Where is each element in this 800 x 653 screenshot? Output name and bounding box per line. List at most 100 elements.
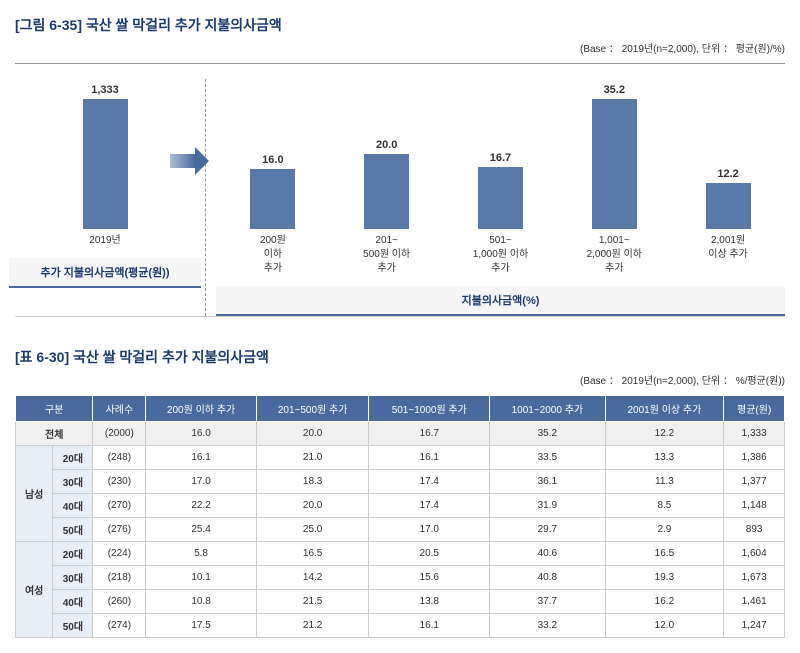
table-cell: 19.3 <box>605 566 724 590</box>
group-label: 여성 <box>16 542 53 638</box>
table-cell: 16.7 <box>369 422 490 446</box>
age-label: 20대 <box>53 542 93 566</box>
table-cell: 16.1 <box>369 446 490 470</box>
table-row: 30대(230)17.018.317.436.111.31,377 <box>16 470 785 494</box>
table-row: 전체(2000)16.020.016.735.212.21,333 <box>16 422 785 446</box>
table-row: 30대(218)10.114.215.640.819.31,673 <box>16 566 785 590</box>
table-header: 200원 이하 추가 <box>146 396 257 422</box>
table-cell: 1,247 <box>724 614 785 638</box>
age-label: 20대 <box>53 446 93 470</box>
table-cell: 16.2 <box>605 590 724 614</box>
table-cell: (270) <box>93 494 146 518</box>
table-cell: 17.4 <box>369 494 490 518</box>
table-body: 전체(2000)16.020.016.735.212.21,333남성20대(2… <box>16 422 785 638</box>
bar-value: 35.2 <box>604 84 625 96</box>
table-row: 50대(276)25.425.017.029.72.9893 <box>16 518 785 542</box>
bar <box>364 154 409 229</box>
table-cell: 1,148 <box>724 494 785 518</box>
bar-label: 200원이하추가 <box>228 234 318 276</box>
table-cell: 35.2 <box>490 422 605 446</box>
divider <box>205 79 206 316</box>
left-bar-value: 1,333 <box>91 84 119 96</box>
table-row: 50대(274)17.521.216.133.212.01,247 <box>16 614 785 638</box>
table-cell: 13.3 <box>605 446 724 470</box>
left-bar <box>83 99 128 229</box>
table-base-note: (Base ： 2019년(n=2,000), 단위 ： %/평균(원)) <box>15 372 785 387</box>
table-cell: 16.1 <box>369 614 490 638</box>
bar-label: 1,001~2,000원 이하추가 <box>569 234 659 276</box>
bar <box>592 99 637 229</box>
table-cell: 20.5 <box>369 542 490 566</box>
chart-right: 16.020.016.735.212.2 200원이하추가201~500원 이하… <box>216 79 785 316</box>
age-label: 30대 <box>53 470 93 494</box>
table-cell: 10.1 <box>146 566 257 590</box>
bar-value: 16.0 <box>262 154 283 166</box>
age-label: 30대 <box>53 566 93 590</box>
table-cell: 1,386 <box>724 446 785 470</box>
table-cell: 16.1 <box>146 446 257 470</box>
table-cell: 25.4 <box>146 518 257 542</box>
bar-label: 501~1,000원 이하추가 <box>455 234 545 276</box>
table-cell: 25.0 <box>256 518 369 542</box>
table-cell: 893 <box>724 518 785 542</box>
table-cell: (218) <box>93 566 146 590</box>
age-label: 40대 <box>53 494 93 518</box>
table-cell: 13.8 <box>369 590 490 614</box>
table-cell: 12.2 <box>605 422 724 446</box>
table-header: 구분 <box>16 396 93 422</box>
table-cell: (2000) <box>93 422 146 446</box>
figure-base-note: (Base ： 2019년(n=2,000), 단위 ： 평균(원)/%) <box>15 40 785 55</box>
table-cell: 17.0 <box>146 470 257 494</box>
table-cell: (224) <box>93 542 146 566</box>
table-cell: 14.2 <box>256 566 369 590</box>
table-cell: 12.0 <box>605 614 724 638</box>
table-title: [표 6-30] 국산 쌀 막걸리 추가 지불의사금액 <box>15 347 785 367</box>
bar-label: 201~500원 이하추가 <box>342 234 432 276</box>
table-header: 501~1000원 추가 <box>369 396 490 422</box>
table-cell: 21.5 <box>256 590 369 614</box>
table-cell: 16.0 <box>146 422 257 446</box>
table-header: 사례수 <box>93 396 146 422</box>
table-cell: 1,461 <box>724 590 785 614</box>
group-label: 남성 <box>16 446 53 542</box>
table-row: 40대(270)22.220.017.431.98.51,148 <box>16 494 785 518</box>
table-header: 평균(원) <box>724 396 785 422</box>
bar-group: 35.2 <box>592 84 637 229</box>
bar <box>706 183 751 229</box>
bar-group: 12.2 <box>706 168 751 229</box>
table-row: 여성20대(224)5.816.520.540.616.51,604 <box>16 542 785 566</box>
table-cell: (260) <box>93 590 146 614</box>
table-cell: 17.4 <box>369 470 490 494</box>
age-label: 40대 <box>53 590 93 614</box>
bar-value: 12.2 <box>717 168 738 180</box>
table-cell: 10.8 <box>146 590 257 614</box>
bar-value: 16.7 <box>490 152 511 164</box>
table-cell: 15.6 <box>369 566 490 590</box>
data-table: 구분사례수200원 이하 추가201~500원 추가501~1000원 추가10… <box>15 395 785 638</box>
table-row: 40대(260)10.821.513.837.716.21,461 <box>16 590 785 614</box>
right-labels: 200원이하추가 201~500원 이하추가 501~1,000원 이하추가 1,00… <box>216 229 785 276</box>
right-bars-area: 16.020.016.735.212.2 <box>216 79 785 229</box>
bar-label: 2,001원이상 추가 <box>683 234 773 276</box>
table-cell: 20.0 <box>256 494 369 518</box>
table-header: 201~500원 추가 <box>256 396 369 422</box>
table-cell: 17.0 <box>369 518 490 542</box>
table-cell: 2.9 <box>605 518 724 542</box>
table-cell: 20.0 <box>256 422 369 446</box>
chart-container: 1,333 2019년 추가 지불의사금액(평균(원)) 16.020.016.… <box>15 63 785 317</box>
table-cell: 31.9 <box>490 494 605 518</box>
table-header-row: 구분사례수200원 이하 추가201~500원 추가501~1000원 추가10… <box>16 396 785 422</box>
figure-title: [그림 6-35] 국산 쌀 막걸리 추가 지불의사금액 <box>15 15 785 35</box>
figure-section: [그림 6-35] 국산 쌀 막걸리 추가 지불의사금액 (Base ： 201… <box>15 15 785 317</box>
table-cell: (230) <box>93 470 146 494</box>
age-label: 50대 <box>53 614 93 638</box>
table-header: 1001~2000 추가 <box>490 396 605 422</box>
table-header: 2001원 이상 추가 <box>605 396 724 422</box>
bar <box>478 167 523 229</box>
table-row: 남성20대(248)16.121.016.133.513.31,386 <box>16 446 785 470</box>
table-cell: 29.7 <box>490 518 605 542</box>
table-cell: 1,377 <box>724 470 785 494</box>
table-cell: 17.5 <box>146 614 257 638</box>
bar-group: 16.0 <box>250 154 295 229</box>
age-label: 50대 <box>53 518 93 542</box>
